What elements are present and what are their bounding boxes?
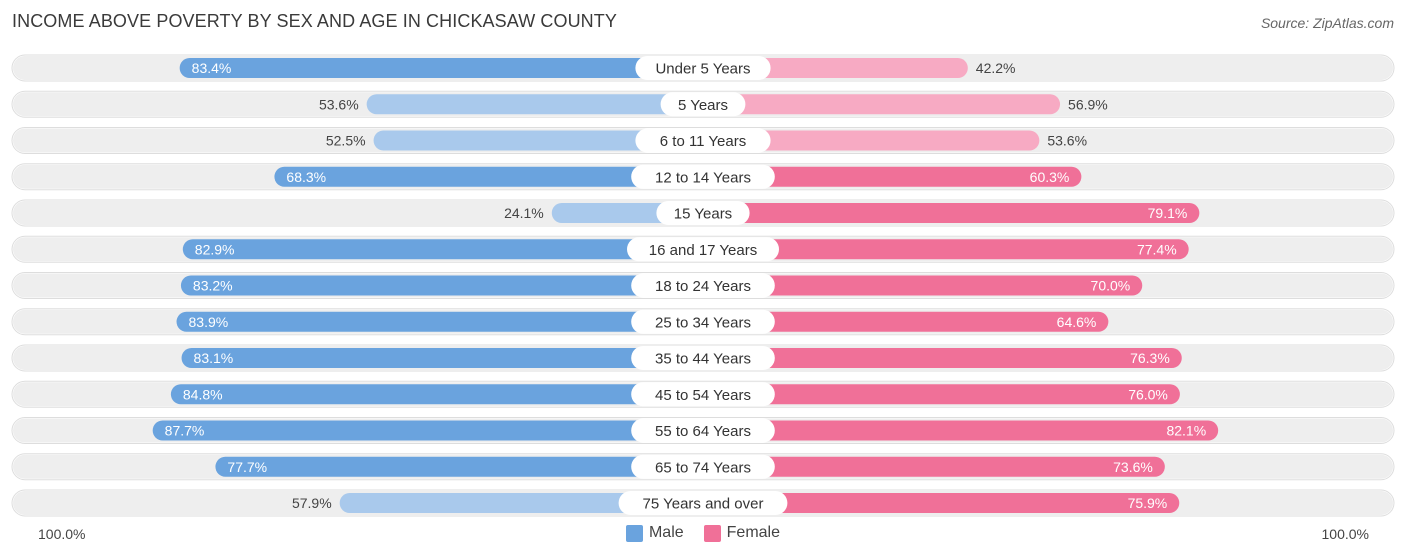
category-pill <box>631 418 775 443</box>
category-pill <box>631 382 775 407</box>
legend: Male Female <box>0 524 1406 542</box>
category-pill <box>660 92 746 117</box>
male-bar <box>274 166 703 187</box>
female-bar <box>703 203 1200 223</box>
male-bar <box>152 420 703 441</box>
category-label: 75 Years and over <box>643 496 764 513</box>
female-value-label: 82.1% <box>1166 423 1206 439</box>
category-pill <box>618 491 788 515</box>
female-value-label: 42.2% <box>976 60 1016 76</box>
male-bar <box>373 130 703 151</box>
category-pill <box>656 201 750 225</box>
male-value-label: 83.9% <box>189 314 229 330</box>
male-value-label: 84.8% <box>183 386 223 402</box>
legend-female-swatch <box>703 524 721 542</box>
category-label: 18 to 24 Years <box>655 278 751 295</box>
female-value-label: 77.4% <box>1137 241 1177 257</box>
male-value-label: 57.9% <box>292 495 332 511</box>
category-pill <box>631 454 775 479</box>
male-value-label: 87.7% <box>165 423 205 439</box>
male-bar <box>176 311 704 332</box>
male-value-label: 83.1% <box>194 350 234 366</box>
female-value-label: 53.6% <box>1047 133 1087 149</box>
female-value-label: 64.6% <box>1057 314 1097 330</box>
male-bar <box>179 58 704 78</box>
category-label: 65 to 74 Years <box>655 459 751 476</box>
male-bar <box>181 348 704 368</box>
male-bar <box>339 493 703 513</box>
legend-male-swatch <box>625 524 643 542</box>
source-credit: Source: ZipAtlas.com <box>1260 15 1394 31</box>
female-value-label: 70.0% <box>1091 278 1131 294</box>
female-value-label: 73.6% <box>1113 459 1153 475</box>
male-value-label: 83.4% <box>192 60 232 76</box>
female-bar <box>703 420 1219 441</box>
category-label: 5 Years <box>678 97 728 114</box>
category-label: 6 to 11 Years <box>660 133 746 150</box>
category-pill <box>631 164 775 189</box>
male-value-label: 83.2% <box>193 278 233 294</box>
male-bar <box>170 384 703 405</box>
category-pill <box>635 128 771 153</box>
legend-female: Female <box>703 524 781 542</box>
legend-female-label: Female <box>726 524 781 541</box>
legend-male: Male <box>625 524 684 542</box>
male-value-label: 52.5% <box>326 133 366 149</box>
category-label: 16 and 17 Years <box>649 242 757 259</box>
female-bar <box>703 94 1061 115</box>
legend-male-label: Male <box>648 524 684 541</box>
female-bar <box>703 239 1189 260</box>
female-bar <box>703 493 1180 513</box>
female-value-label: 60.3% <box>1030 169 1070 185</box>
category-label: 55 to 64 Years <box>655 423 751 440</box>
female-bar <box>703 275 1143 296</box>
male-value-label: 24.1% <box>504 205 544 221</box>
male-value-label: 82.9% <box>195 241 235 257</box>
male-bar <box>182 239 704 260</box>
female-bar <box>703 384 1180 405</box>
category-label: 35 to 44 Years <box>655 351 751 368</box>
female-bar <box>703 166 1082 187</box>
female-bar <box>703 348 1182 368</box>
male-bar <box>180 275 704 296</box>
female-bar <box>703 456 1165 477</box>
female-bar <box>703 311 1109 332</box>
axis-left-label: 100.0% <box>38 526 86 542</box>
female-value-label: 75.9% <box>1128 495 1168 511</box>
category-label: 45 to 54 Years <box>655 387 751 404</box>
axis-right-label: 100.0% <box>1321 526 1369 542</box>
male-bar <box>215 456 703 477</box>
category-pill <box>635 56 771 80</box>
category-label: 15 Years <box>674 206 732 223</box>
category-pill <box>631 309 775 334</box>
male-value-label: 68.3% <box>286 169 326 185</box>
male-value-label: 53.6% <box>319 96 359 112</box>
category-label: 12 to 14 Years <box>655 169 751 186</box>
male-value-label: 77.7% <box>227 459 267 475</box>
category-pill <box>631 273 775 298</box>
male-bar <box>366 94 703 115</box>
female-bar <box>703 130 1040 151</box>
female-value-label: 79.1% <box>1148 205 1188 221</box>
female-value-label: 76.3% <box>1130 350 1170 366</box>
category-label: 25 to 34 Years <box>655 314 751 331</box>
chart-title: INCOME ABOVE POVERTY BY SEX AND AGE IN C… <box>12 11 617 31</box>
female-value-label: 76.0% <box>1128 386 1168 402</box>
bar-chart: 83.4% 42.2% Under 5 Years 53.6% 56.9% 5 Years… <box>11 54 1395 517</box>
category-pill <box>627 237 779 262</box>
female-value-label: 56.9% <box>1068 96 1108 112</box>
category-pill <box>631 346 775 370</box>
category-label: Under 5 Years <box>655 61 750 78</box>
